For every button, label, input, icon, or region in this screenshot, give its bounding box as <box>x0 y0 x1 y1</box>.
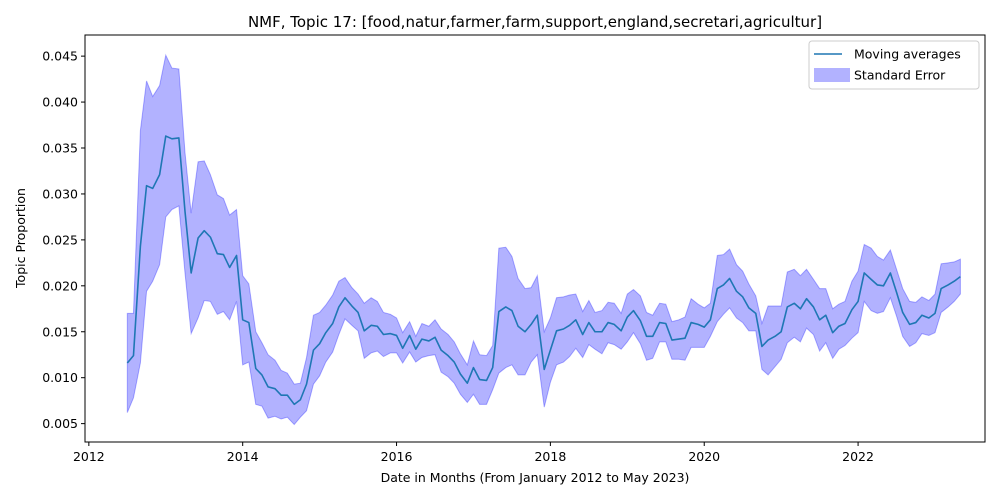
x-tick-label: 2014 <box>227 449 259 464</box>
x-tick-label: 2016 <box>381 449 413 464</box>
y-tick-label: 0.015 <box>42 324 78 339</box>
y-tick-label: 0.040 <box>42 95 78 110</box>
legend-label-moving-averages: Moving averages <box>854 47 961 62</box>
legend-box <box>808 40 980 90</box>
axes-frame <box>84 34 986 443</box>
standard-error-band-layer <box>126 53 961 426</box>
x-tick-label: 2018 <box>534 449 566 464</box>
y-tick-label: 0.045 <box>42 49 78 64</box>
moving-average-line-layer <box>126 135 961 406</box>
y-tick-label: 0.010 <box>42 370 78 385</box>
legend: Moving averages Standard Error <box>808 40 980 90</box>
y-tick-label: 0.005 <box>42 416 78 431</box>
chart-title: NMF, Topic 17: [food,natur,farmer,farm,s… <box>248 13 822 31</box>
legend-label-standard-error: Standard Error <box>854 68 946 83</box>
y-tick-label: 0.035 <box>42 141 78 156</box>
y-tick-label: 0.025 <box>42 232 78 247</box>
moving-average-line <box>126 135 961 406</box>
plot-area <box>126 53 961 426</box>
x-tick-label: 2022 <box>842 449 874 464</box>
x-axis-ticks: 2012 2014 2016 2018 2020 2022 <box>73 442 874 464</box>
y-tick-label: 0.020 <box>42 278 78 293</box>
y-tick-label: 0.030 <box>42 186 78 201</box>
y-axis-ticks: 0.005 0.010 0.015 0.020 0.025 0.030 0.035 0.040… <box>42 49 85 431</box>
y-axis-label: Topic Proportion <box>13 188 28 289</box>
legend-band-swatch <box>814 68 850 82</box>
x-tick-label: 2020 <box>688 449 720 464</box>
x-axis-label: Date in Months (From January 2012 to May… <box>381 470 690 485</box>
x-tick-label: 2012 <box>73 449 105 464</box>
standard-error-band <box>126 53 961 426</box>
